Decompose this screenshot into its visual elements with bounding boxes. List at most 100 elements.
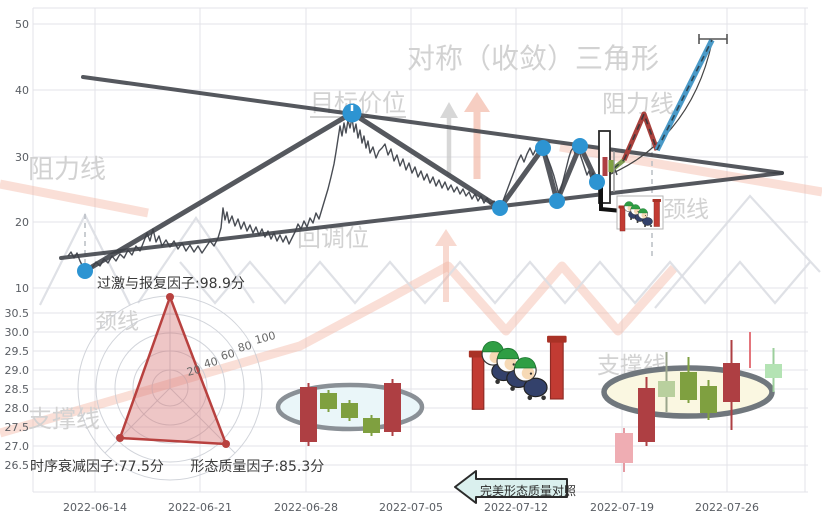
x-axis-date-label: 2022-07-12 (484, 501, 548, 514)
ellipse-shape (523, 377, 548, 398)
watermark-text: 阻力线 (602, 90, 674, 118)
y-axis-tick-bottom: 27.0 (5, 440, 30, 453)
circle-shape (630, 218, 632, 220)
radar-scale-label: 80 (236, 339, 253, 355)
support-trendline[interactable] (59, 171, 784, 260)
x-axis-date-label: 2022-06-14 (63, 501, 127, 514)
candle-body (658, 381, 675, 397)
circle-shape (650, 225, 652, 227)
breakout-bracket (599, 184, 624, 213)
circle-shape (527, 395, 533, 401)
compare-arrow-label[interactable]: 完美形态质量对照 (480, 484, 577, 498)
polygon-shape (464, 92, 490, 112)
x-axis-date-label: 2022-06-21 (168, 501, 232, 514)
x-axis-date-label: 2022-07-26 (695, 501, 759, 514)
radar-spoke (104, 387, 171, 454)
projection-red-dashes (623, 111, 658, 161)
circle-shape (634, 208, 640, 214)
pivot-dot[interactable] (492, 200, 508, 216)
radar-scale-label: 40 (202, 355, 219, 371)
candle-body (680, 372, 697, 400)
rect-shape (653, 201, 660, 227)
radar-value-polygon (118, 295, 228, 446)
pivot-dot[interactable] (572, 138, 588, 154)
circle-shape (495, 379, 500, 384)
y-axis-tick-top: 50 (15, 18, 29, 31)
y-axis-tick-bottom: 28.5 (5, 383, 30, 396)
y-axis-tick-bottom: 30.0 (5, 326, 30, 339)
rect-shape (547, 335, 567, 343)
projection-curve (600, 41, 713, 179)
circle-shape (521, 366, 535, 380)
mini-candle-red (602, 157, 608, 176)
circle-shape (641, 212, 647, 218)
circle-shape (636, 221, 639, 223)
path-shape (497, 347, 519, 360)
mini-candle-green (608, 160, 614, 172)
y-axis-tick-bottom: 28.0 (5, 402, 30, 415)
resistance-trendline[interactable] (81, 75, 784, 175)
y-axis-tick-bottom: 27.5 (5, 421, 30, 434)
ellipse-shape (642, 217, 653, 226)
y-axis-tick-bottom: 26.5 (5, 459, 30, 472)
actual-pattern-group (601, 332, 782, 472)
candle-body (300, 387, 317, 442)
y-axis-tick-bottom: 29.5 (5, 345, 30, 358)
polygon-shape (440, 102, 458, 118)
candle-body (363, 418, 380, 433)
radar-vertex-dot (166, 293, 174, 301)
pivot-dot[interactable] (342, 103, 362, 123)
watermark-arrow-icon (440, 102, 458, 176)
watermark-arrow-icon (464, 92, 490, 179)
rect-shape (619, 207, 626, 232)
path-shape (638, 208, 648, 214)
pivot-dot[interactable] (535, 140, 551, 156)
pivot-dot[interactable] (77, 263, 93, 279)
watermark-text: 颈线 (663, 197, 709, 223)
watermark-text: 对称（收敛）三角形 (407, 42, 659, 75)
polygon-shape (435, 229, 457, 246)
rect-shape (652, 199, 661, 202)
radar-vertex-dot (222, 440, 230, 448)
candle-body (723, 363, 740, 402)
mascot-sticker-small[interactable] (618, 199, 662, 232)
projection-blue-dashes (656, 39, 713, 151)
rect-shape (549, 340, 564, 400)
circle-shape (512, 363, 515, 366)
y-axis-tick-bottom: 29.0 (5, 364, 30, 377)
watermark-grey-zigzag (137, 216, 255, 304)
x-axis-date-label: 2022-07-05 (379, 501, 443, 514)
candle-body (320, 393, 337, 409)
candle-body (700, 386, 717, 413)
pivot-dot[interactable] (589, 174, 605, 190)
pivot-dot[interactable] (549, 193, 565, 209)
compare-arrow-shape[interactable] (454, 470, 568, 504)
circle-shape (541, 395, 546, 401)
path-shape (630, 204, 641, 210)
x-axis-date-label: 2022-06-28 (274, 501, 338, 514)
radar-vertex-dot (116, 434, 124, 442)
y-axis-tick-top: 10 (15, 282, 29, 295)
watermark-pink-zigzag (0, 179, 149, 218)
path-shape (482, 341, 504, 353)
candle-body (384, 383, 401, 432)
radar-chart: 20 40 60 80 100 (77, 293, 277, 481)
watermark-text: 支撑线 (28, 405, 100, 433)
price-line (67, 117, 618, 272)
watermark-pink-zigzag (385, 261, 678, 336)
rect-shape (471, 355, 485, 410)
watermark-text: 颈线 (95, 310, 139, 335)
y-axis-tick-top: 40 (15, 84, 29, 97)
watermark-arrow-icon (435, 229, 457, 302)
candle-body (765, 364, 782, 378)
y-axis-tick-top: 30 (15, 151, 29, 164)
mascot-sticker-large[interactable] (468, 335, 567, 410)
candle-body (341, 403, 358, 418)
circle-shape (529, 372, 533, 375)
watermark-text: 阻力线 (28, 155, 106, 185)
watermark-pink-zigzag (0, 295, 391, 438)
circle-shape (645, 215, 646, 216)
watermark-grey-zigzag (179, 260, 811, 305)
